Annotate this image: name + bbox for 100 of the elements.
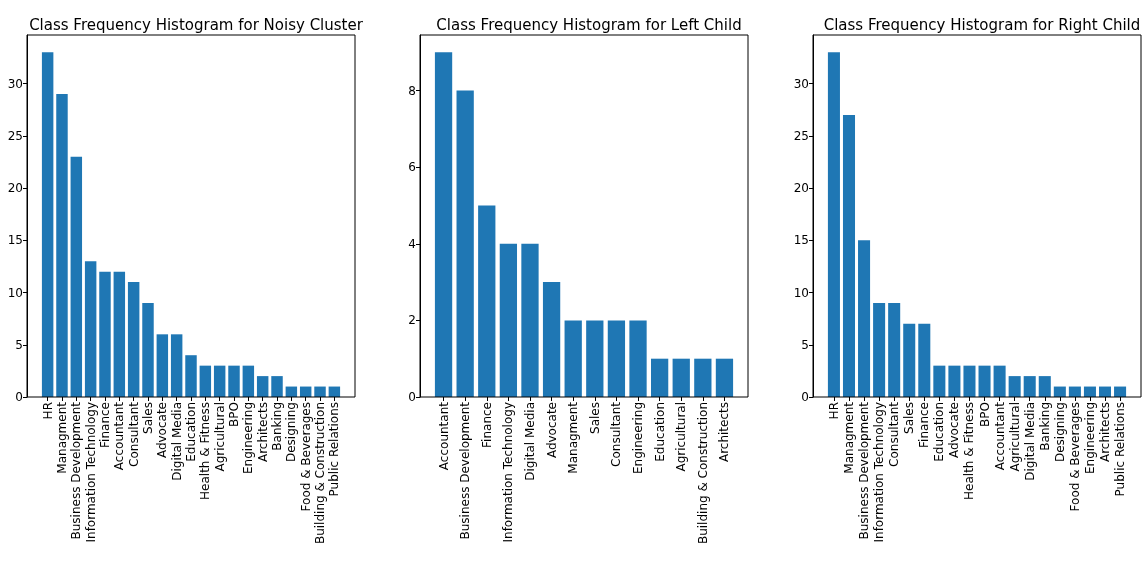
y-tick-label: 10 (7, 285, 23, 300)
bar (199, 365, 212, 397)
x-tick-label: Accountant (992, 401, 1007, 471)
x-tick-label: Designing (284, 402, 299, 462)
bar (978, 365, 991, 397)
bar (1023, 376, 1036, 397)
bar (842, 114, 856, 397)
x-tick-label: Building & Construction (313, 402, 328, 545)
bar (933, 365, 946, 397)
x-tick-label: Managment (841, 401, 856, 474)
y-tick-label: 30 (793, 76, 809, 91)
bar (1008, 376, 1021, 397)
y-tick-label: 6 (408, 160, 416, 175)
x-tick-label: Health & Fitness (198, 402, 213, 500)
bar (963, 365, 976, 397)
x-tick-label: Sales (140, 402, 155, 434)
y-tick-label: 8 (408, 83, 416, 98)
x-tick-label: Finance (917, 402, 932, 448)
x-tick-label: Education (184, 402, 198, 462)
bar (903, 323, 916, 397)
bar (918, 323, 931, 397)
bar (456, 90, 474, 397)
bar (521, 243, 539, 397)
x-tick-label: Digital Media (1022, 402, 1037, 481)
x-tick-label: Agricultural (1007, 402, 1022, 472)
x-tick-label: Agricultural (674, 402, 689, 472)
bar (1038, 376, 1051, 397)
x-tick-label: Education (932, 402, 947, 462)
x-tick-label: Health & Fitness (962, 402, 977, 500)
y-tick-label: 5 (801, 337, 809, 352)
x-tick-label: Business Development (69, 401, 84, 540)
chart-title: Class Frequency Histogram for Noisy Cluster (29, 15, 364, 34)
y-tick-label: 20 (793, 181, 809, 196)
bar (113, 271, 126, 397)
bar (672, 358, 690, 397)
y-tick-label: 25 (793, 128, 809, 143)
y-tick-label: 5 (15, 337, 23, 352)
bar (694, 358, 712, 397)
x-tick-label: Food & Beverages (1067, 402, 1082, 512)
x-tick-label: Managment (566, 401, 581, 474)
x-tick-label: Banking (1037, 402, 1052, 451)
x-tick-label: Digital Media (522, 402, 537, 481)
bar (715, 358, 734, 397)
bar (156, 334, 169, 397)
x-tick-label: Finance (479, 402, 494, 448)
x-tick-label: Architects (255, 402, 270, 463)
bar (629, 320, 647, 397)
bar (314, 386, 326, 397)
x-tick-label: Sales (902, 402, 917, 434)
x-tick-label: Consultant (126, 401, 141, 467)
bar (213, 365, 226, 397)
bar (948, 365, 961, 397)
x-tick-label: Designing (1052, 402, 1067, 462)
bar (827, 52, 840, 397)
bar (993, 365, 1006, 397)
x-tick-label: Accountant (112, 401, 127, 471)
x-tick-label: Consultant (609, 401, 624, 467)
bar (478, 205, 496, 397)
chart-title: Class Frequency Histogram for Right Child (823, 15, 1141, 34)
x-tick-label: Engineering (1082, 402, 1097, 474)
x-tick-label: Public Relations (1113, 402, 1128, 497)
x-tick-label: Advocate (947, 402, 962, 459)
y-tick-label: 0 (408, 390, 416, 404)
bar (607, 320, 626, 397)
bar (858, 240, 871, 397)
x-tick-label: Advocate (155, 402, 170, 459)
x-tick-label: Business Development (458, 401, 473, 540)
x-tick-label: Architects (1098, 402, 1113, 463)
x-tick-label: Information Technology (501, 402, 516, 543)
y-tick-label: 30 (7, 76, 23, 91)
bar (142, 302, 154, 397)
bar (888, 302, 901, 397)
bar (56, 94, 68, 397)
y-tick-label: 0 (801, 390, 809, 404)
x-tick-label: Education (652, 402, 667, 462)
bar (70, 156, 83, 397)
bar (434, 52, 453, 397)
x-tick-label: Banking (270, 402, 285, 451)
y-tick-label: 20 (7, 181, 23, 196)
x-tick-label: HR (826, 402, 841, 420)
x-tick-label: Digital Media (169, 402, 184, 481)
bar (242, 365, 255, 397)
y-tick-label: 2 (408, 313, 416, 328)
x-tick-label: Building & Construction (695, 402, 710, 545)
x-tick-label: Business Development (857, 401, 872, 540)
chart-title: Class Frequency Histogram for Left Child (436, 15, 742, 34)
bar (650, 358, 669, 397)
x-tick-label: Consultant (887, 401, 902, 467)
bar (41, 52, 54, 397)
y-tick-label: 15 (7, 233, 23, 248)
bar (256, 376, 269, 397)
x-tick-label: BPO (227, 402, 242, 427)
x-tick-label: Agricultural (212, 402, 227, 472)
bar (127, 282, 140, 397)
x-tick-label: Information Technology (872, 402, 887, 543)
x-tick-label: BPO (977, 402, 992, 427)
y-tick-label: 15 (793, 233, 809, 248)
x-tick-label: Food & Beverages (298, 402, 313, 512)
y-tick-label: 0 (15, 390, 23, 404)
x-tick-label: Accountant (436, 401, 451, 471)
